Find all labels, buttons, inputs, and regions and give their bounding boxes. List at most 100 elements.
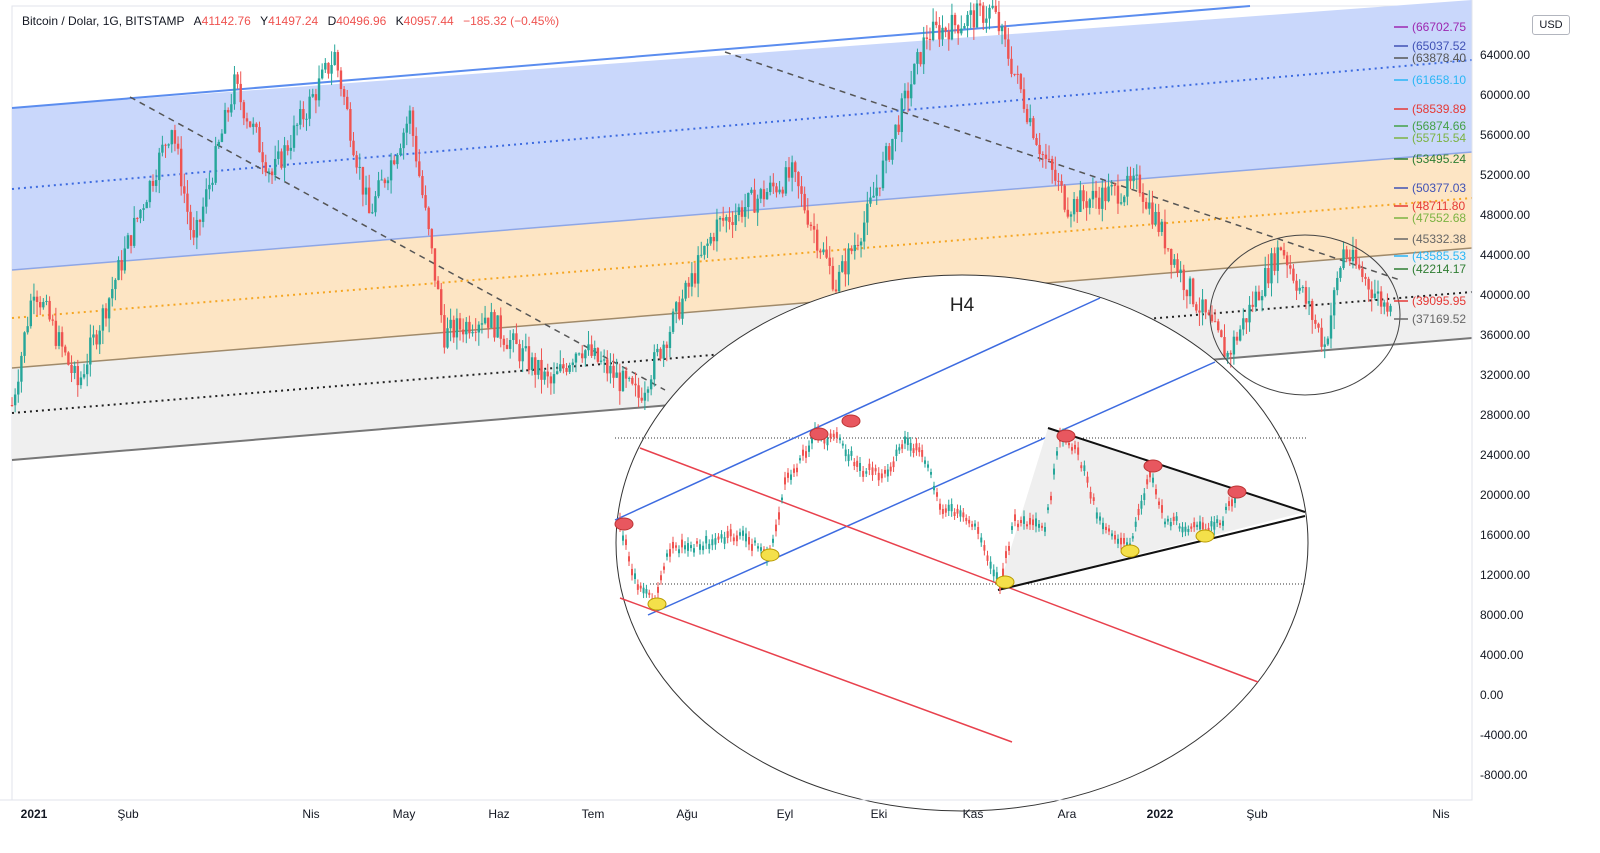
candle-body [803, 193, 806, 211]
candle-body [1179, 269, 1182, 274]
candle-body [985, 18, 988, 23]
inset-candle [799, 458, 801, 461]
candle-body [815, 229, 819, 251]
candle-body [960, 28, 963, 34]
candle-body [1151, 202, 1154, 225]
inset-candle [1149, 471, 1151, 478]
candle-body [1204, 299, 1207, 313]
inset-candle [847, 454, 850, 462]
inset-candle [1056, 451, 1058, 456]
candle-body [1361, 268, 1364, 277]
inset-candle [921, 450, 924, 457]
inset-candle [1161, 505, 1163, 513]
candle-body [671, 311, 675, 332]
candle-body [142, 208, 145, 210]
candle-body [330, 64, 333, 74]
candle-body [1076, 199, 1079, 212]
inset-candle [1193, 522, 1196, 528]
price-level-label: (45332.38 [1412, 232, 1466, 246]
candle-body [850, 248, 853, 252]
candle-body [233, 74, 236, 105]
candle-body [825, 249, 828, 258]
candle-body [690, 273, 694, 287]
price-level-label: (48711.80 [1412, 199, 1465, 213]
candle-body [759, 189, 762, 199]
candle-body [1032, 118, 1035, 139]
inset-candle [986, 555, 989, 561]
candle-body [430, 229, 434, 249]
candle-body [612, 365, 615, 378]
candle-body [540, 359, 543, 380]
inset-candle [839, 437, 841, 441]
inset-candle [1080, 465, 1083, 469]
inset-candle [1026, 524, 1028, 527]
inset-candle [687, 543, 689, 551]
candle-body [972, 10, 976, 28]
candle-body [609, 365, 612, 374]
price-level-label: (55715.54 [1412, 131, 1466, 145]
candle-body [978, 3, 982, 6]
symbol-name: Bitcoin / Dolar, 1G, BITSTAMP [22, 14, 185, 28]
candle-body [201, 206, 205, 222]
candle-body [1304, 287, 1308, 304]
inset-candle [802, 449, 804, 456]
candle-body [790, 162, 794, 178]
inset-candle [1071, 447, 1073, 451]
candle-body [220, 133, 224, 142]
change-value: −185.32 (−0.45%) [463, 14, 560, 28]
inset-candle [1184, 526, 1187, 532]
y-tick-label: 12000.00 [1480, 568, 1530, 582]
candle-body [170, 130, 173, 145]
candle-body [1317, 323, 1320, 328]
candle-body [176, 143, 180, 149]
candle-body [891, 138, 894, 160]
inset-candle [865, 471, 868, 474]
candle-body [728, 217, 731, 223]
inset-candle [666, 553, 668, 557]
currency-button[interactable]: USD [1532, 15, 1570, 35]
candle-body [70, 364, 73, 373]
candle-body [722, 217, 725, 221]
candle-body [361, 166, 365, 195]
inset-candle [1164, 521, 1166, 525]
x-tick-label: Haz [488, 807, 509, 821]
inset-candle [1005, 551, 1007, 558]
candle-body [753, 189, 756, 213]
y-tick-label: -8000.00 [1480, 768, 1528, 782]
candle-body [45, 300, 48, 302]
candle-body [1207, 312, 1211, 315]
candle-body [869, 197, 872, 204]
candle-body [358, 166, 361, 168]
candle-body [270, 171, 274, 176]
candle-body [126, 235, 130, 249]
inset-candle [936, 492, 938, 497]
candle-body [715, 219, 719, 242]
inset-red-upper [639, 447, 1259, 683]
open-key: A [193, 14, 202, 28]
candle-body [653, 352, 656, 380]
candle-body [346, 96, 349, 109]
candle-body [593, 348, 596, 356]
candle-body [916, 52, 919, 64]
candle-body [1301, 287, 1305, 289]
candle-body [1226, 352, 1229, 357]
candle-body [534, 357, 537, 375]
candle-body [92, 334, 95, 338]
candle-body [305, 118, 308, 120]
candle-body [775, 186, 778, 193]
candle-body [806, 210, 809, 225]
candle-body [596, 348, 600, 362]
inset-candle [1099, 516, 1101, 521]
candle-body [1367, 278, 1370, 290]
candle-body [862, 222, 866, 242]
candle-body [606, 359, 609, 374]
candle-body [76, 366, 79, 386]
candle-body [383, 179, 387, 184]
candle-body [1238, 329, 1242, 341]
candle-body [646, 389, 650, 393]
inset-candle [1152, 477, 1154, 483]
candle-body [273, 158, 277, 176]
candle-body [944, 27, 947, 32]
candle-body [1242, 318, 1245, 330]
